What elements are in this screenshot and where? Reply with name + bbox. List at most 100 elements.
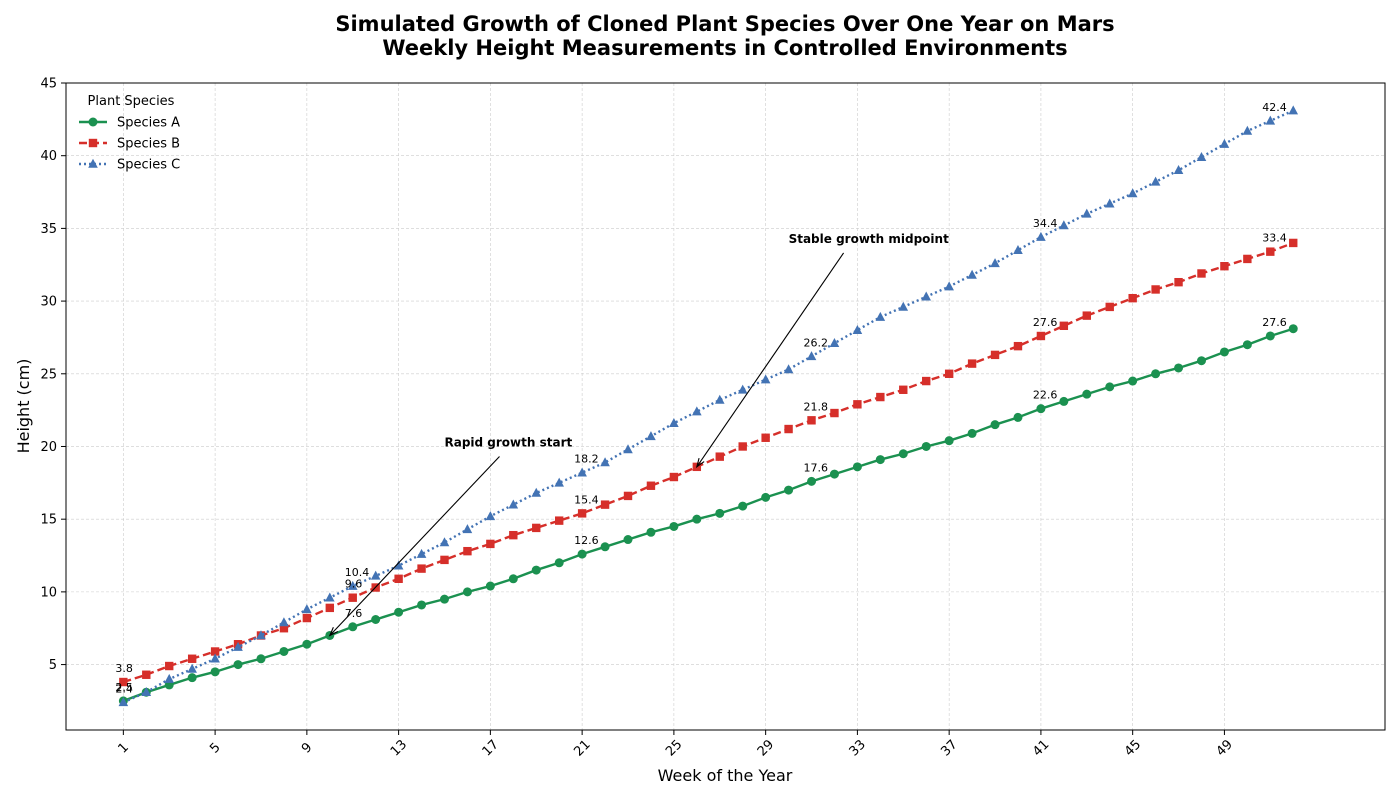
annotation: Stable growth midpoint [695, 232, 949, 469]
series-species-a [118, 324, 1298, 706]
data-label: 27.6 [1033, 316, 1058, 329]
data-point [990, 350, 1000, 360]
x-tick-label: 5 [207, 740, 223, 756]
data-point [1288, 105, 1299, 115]
data-label: 21.8 [804, 400, 829, 413]
data-point [394, 574, 403, 583]
x-tick-label: 49 [1214, 737, 1236, 759]
data-point [1036, 404, 1046, 414]
x-tick-label: 21 [571, 737, 593, 759]
data-point [738, 442, 747, 451]
data-point [142, 670, 151, 679]
data-point [1197, 269, 1206, 278]
data-point [921, 291, 932, 301]
data-point [485, 511, 496, 521]
data-point [600, 542, 610, 552]
data-label: 10.4 [345, 566, 370, 579]
data-point [1013, 412, 1023, 422]
data-point [1082, 311, 1091, 320]
data-label: 7.6 [345, 607, 363, 620]
data-point [1081, 208, 1092, 218]
data-point [1266, 247, 1275, 256]
legend-title: Plant Species [88, 94, 175, 109]
data-point [141, 686, 152, 696]
data-point [1265, 115, 1276, 125]
data-point [646, 481, 656, 490]
data-point [761, 433, 770, 442]
data-point [921, 441, 931, 451]
data-point [1242, 125, 1253, 135]
x-tick-label: 13 [388, 737, 410, 759]
data-point [715, 452, 724, 461]
data-point [761, 492, 771, 502]
data-point [508, 499, 519, 509]
data-label: 42.4 [1262, 101, 1287, 114]
data-point [394, 607, 404, 617]
data-point [715, 508, 725, 518]
data-point [875, 311, 886, 321]
y-axis-label: Height (cm) [14, 359, 33, 454]
data-point [692, 406, 702, 416]
data-point [279, 646, 289, 656]
data-point [692, 514, 702, 524]
data-point [416, 548, 427, 558]
y-tick-label: 15 [40, 513, 57, 528]
data-point [875, 455, 885, 465]
data-point [898, 449, 908, 459]
data-point [164, 673, 175, 683]
data-point [898, 301, 909, 311]
data-point [669, 472, 679, 482]
data-point [325, 592, 335, 602]
data-point [531, 487, 542, 497]
series-line-species-b [122, 241, 1294, 684]
series-species-b [119, 238, 1298, 687]
data-label: 33.4 [1262, 232, 1287, 245]
data-label: 17.6 [804, 461, 829, 474]
annotation-arrow [329, 456, 500, 636]
annotation-arrow [696, 252, 845, 468]
data-point [646, 431, 656, 441]
data-point [440, 555, 449, 565]
data-point [577, 549, 587, 559]
legend-item: Species A [79, 116, 180, 131]
data-point [1219, 347, 1229, 357]
data-point [876, 392, 885, 402]
data-point [347, 580, 358, 590]
data-point [554, 516, 564, 525]
data-point [119, 677, 128, 687]
data-point [853, 400, 862, 409]
y-tick-label: 25 [40, 367, 57, 382]
data-point [165, 661, 174, 671]
data-point [967, 269, 977, 279]
data-point [852, 462, 862, 472]
data-point [393, 560, 404, 570]
chart-title: Simulated Growth of Cloned Plant Species… [335, 12, 1114, 36]
annotation-text: Stable growth midpoint [789, 232, 949, 246]
data-point [325, 603, 334, 613]
legend-label: Species B [117, 137, 180, 152]
data-point [1104, 198, 1115, 208]
data-point [784, 485, 794, 495]
data-point [233, 660, 243, 670]
data-point [623, 535, 633, 545]
data-point [1288, 324, 1298, 334]
data-label: 2.5 [115, 681, 133, 694]
data-point [554, 477, 564, 487]
data-point [1196, 356, 1206, 366]
y-tick-label: 40 [40, 149, 57, 164]
data-label: 22.6 [1033, 389, 1058, 402]
x-tick-label: 1 [115, 740, 131, 756]
data-point [944, 436, 954, 446]
data-point [944, 281, 954, 291]
data-point [462, 524, 473, 534]
legend: Plant Species Species A Species B Species … [79, 94, 180, 173]
data-point [1219, 138, 1230, 148]
data-point [1151, 285, 1160, 294]
series-species-c [118, 105, 1299, 707]
data-label: 34.4 [1033, 217, 1058, 230]
legend-item: Species B [79, 137, 180, 152]
data-point [1151, 369, 1161, 379]
data-point [187, 654, 197, 663]
data-point [532, 523, 541, 533]
